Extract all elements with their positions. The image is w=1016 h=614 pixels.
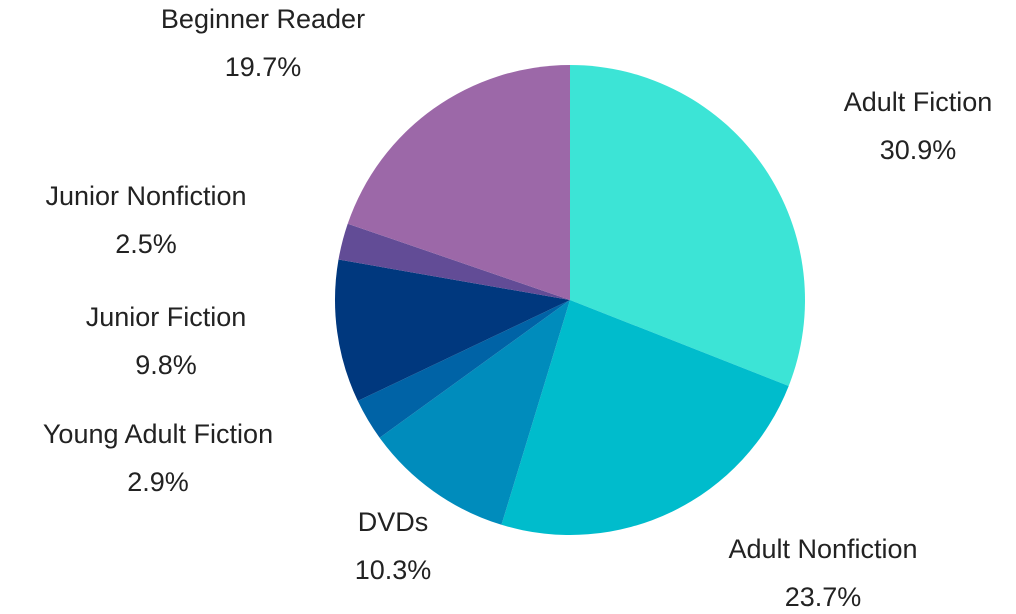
slice-label: Junior Nonfiction: [45, 181, 246, 211]
slice-label: DVDs: [358, 507, 429, 537]
slice-value: 23.7%: [785, 582, 862, 612]
pie-slice: [501, 300, 789, 535]
slice-label: Young Adult Fiction: [43, 419, 273, 449]
slice-value: 2.5%: [115, 229, 177, 259]
slice-label: Beginner Reader: [161, 4, 365, 34]
pie-slice: [379, 300, 570, 525]
slice-value: 9.8%: [135, 350, 197, 380]
pie-slice: [570, 65, 805, 386]
pie-slice: [357, 300, 570, 438]
pie-slice: [338, 223, 570, 300]
slice-value: 2.9%: [127, 467, 189, 497]
slice-value: 19.7%: [225, 52, 302, 82]
pie-slice: [335, 259, 570, 401]
slice-label: Junior Fiction: [86, 302, 247, 332]
pie-slice: [347, 65, 570, 300]
slice-value: 10.3%: [355, 555, 432, 585]
slice-label: Adult Fiction: [844, 87, 993, 117]
slice-label: Adult Nonfiction: [728, 534, 917, 564]
slice-value: 30.9%: [880, 135, 957, 165]
